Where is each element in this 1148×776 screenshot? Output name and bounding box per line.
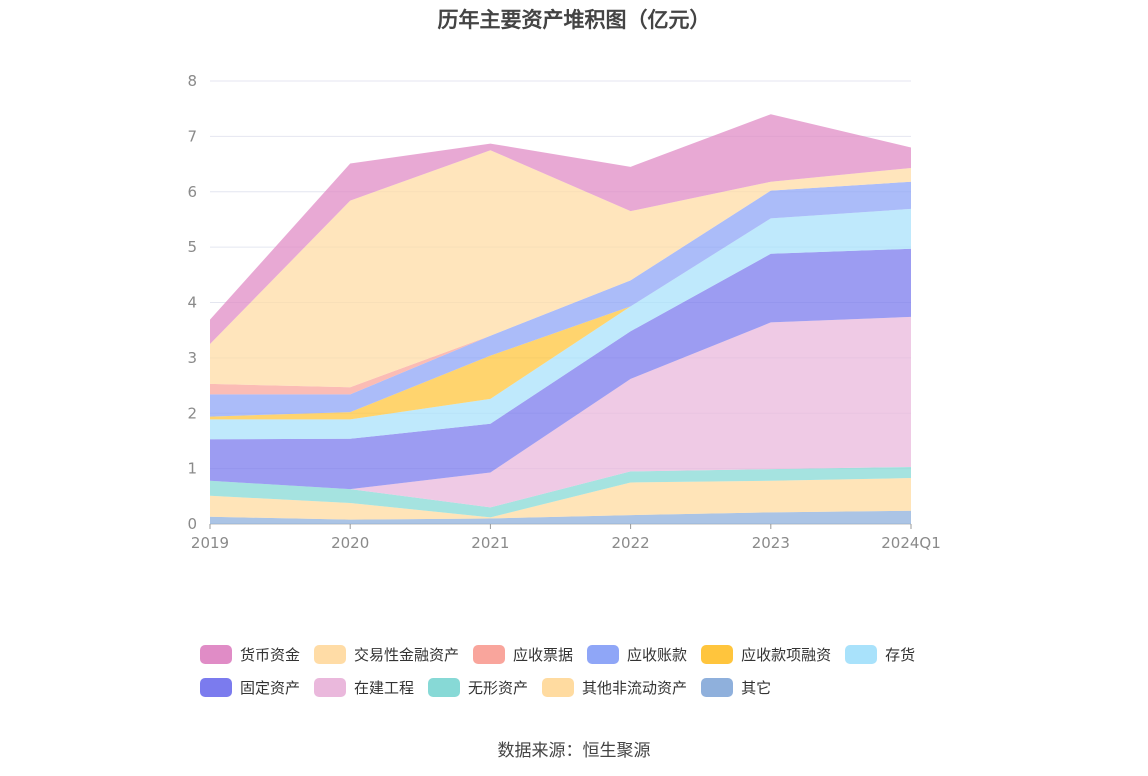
legend-label: 存货: [885, 646, 916, 664]
legend-swatch: [587, 645, 620, 664]
x-tick-label: 2020: [331, 534, 369, 552]
legend-item[interactable]: 应收款项融资: [701, 644, 831, 665]
legend-item[interactable]: 其它: [701, 677, 771, 698]
legend-swatch: [542, 678, 575, 697]
legend-label: 交易性金融资产: [354, 646, 460, 664]
legend-swatch: [200, 678, 232, 697]
legend-swatch: [314, 678, 347, 697]
series-area-其他非流动资产: [210, 478, 911, 520]
x-tick-label: 2021: [471, 534, 509, 552]
legend-item[interactable]: 货币资金: [200, 644, 300, 665]
legend-label: 货币资金: [240, 646, 301, 664]
y-tick-label: 6: [187, 183, 197, 201]
stacked-area-chart: 0 1 2 3 4 5 6 7 8 2019 2020 2021 2022 2023 2024Q1: [187, 72, 941, 552]
x-tick-label: 2019: [191, 534, 229, 552]
legend-item[interactable]: 应收账款: [587, 644, 687, 665]
legend-item[interactable]: 存货: [845, 644, 915, 665]
y-tick-label: 1: [187, 460, 197, 478]
legend-label: 应收账款: [627, 646, 688, 664]
y-tick-label: 4: [187, 294, 197, 312]
series-area-无形资产: [210, 466, 911, 518]
series-area-应收账款: [210, 181, 911, 417]
series-area-存货: [210, 208, 911, 440]
data-source-note: 数据来源：恒生聚源: [497, 741, 651, 761]
series-area-交易性金融资产: [210, 150, 911, 388]
y-tick-label: 8: [187, 72, 197, 90]
legend-item[interactable]: 无形资产: [428, 677, 528, 698]
y-tick-label: 7: [187, 127, 197, 145]
legend-item[interactable]: 交易性金融资产: [314, 644, 459, 665]
legend-label: 无形资产: [468, 679, 529, 697]
legend-swatch: [314, 645, 347, 664]
x-tick-label: 2022: [612, 534, 650, 552]
legend-row: 货币资金 交易性金融资产 应收票据 应收账款 应收款项融资 存货: [200, 638, 1000, 671]
legend: 货币资金 交易性金融资产 应收票据 应收账款 应收款项融资 存货固定资产 在建工程 无形资产 其…: [200, 638, 1000, 704]
legend-swatch: [200, 645, 232, 664]
legend-item[interactable]: 在建工程: [314, 677, 414, 698]
legend-label: 应收票据: [513, 646, 574, 664]
y-tick-label: 3: [187, 349, 197, 367]
legend-label: 其它: [741, 679, 772, 697]
legend-label: 在建工程: [354, 679, 415, 697]
series-area-其它: [210, 510, 911, 524]
legend-swatch: [701, 645, 734, 664]
legend-item[interactable]: 应收票据: [473, 644, 573, 665]
series-area-货币资金: [210, 114, 911, 345]
legend-swatch: [701, 678, 734, 697]
legend-label: 其他非流动资产: [582, 679, 688, 697]
chart-title: 历年主要资产堆积图（亿元）: [437, 8, 711, 32]
y-tick-label: 5: [187, 238, 197, 256]
legend-swatch: [473, 645, 506, 664]
y-tick-label: 2: [187, 404, 197, 422]
y-tick-label: 0: [187, 515, 197, 533]
x-tick-label: 2024Q1: [881, 534, 941, 552]
legend-label: 固定资产: [240, 679, 301, 697]
legend-label: 应收款项融资: [741, 646, 832, 664]
series-area-固定资产: [210, 248, 911, 490]
legend-swatch: [845, 645, 878, 664]
series-area-在建工程: [210, 316, 911, 508]
legend-swatch: [428, 678, 461, 697]
legend-item[interactable]: 固定资产: [200, 677, 300, 698]
legend-row: 固定资产 在建工程 无形资产 其他非流动资产 其它: [200, 671, 1000, 704]
x-tick-label: 2023: [752, 534, 790, 552]
legend-item[interactable]: 其他非流动资产: [542, 677, 687, 698]
